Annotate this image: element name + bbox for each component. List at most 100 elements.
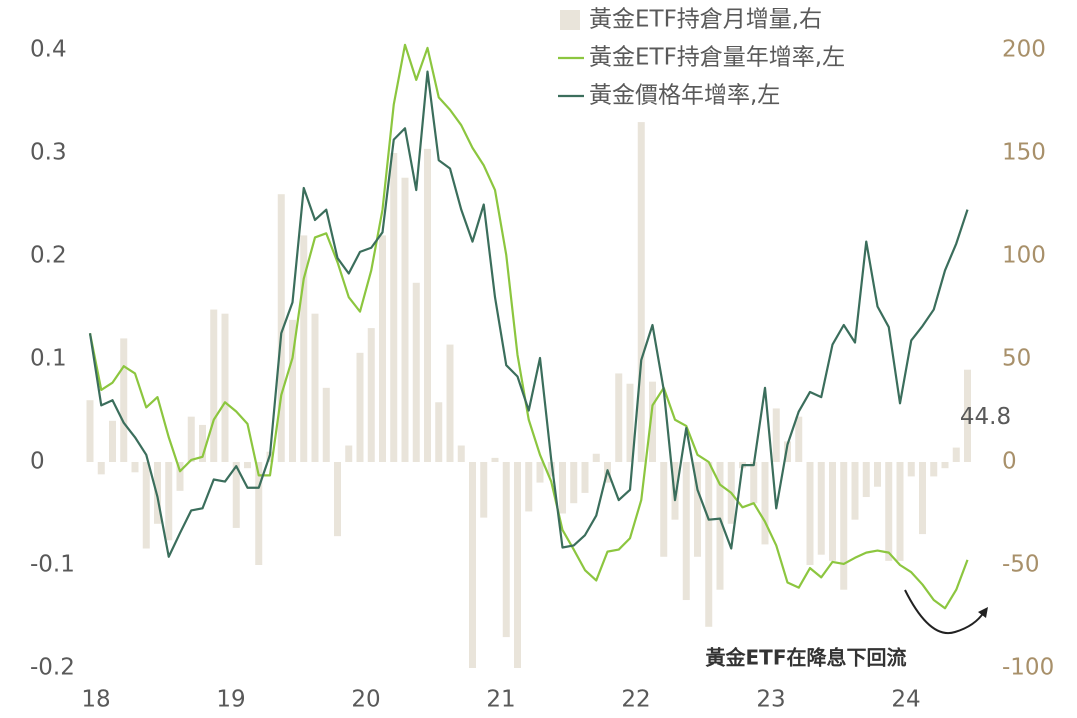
bar: [356, 352, 364, 462]
line: [88, 43, 969, 610]
bar: [952, 447, 960, 462]
bar: [502, 462, 510, 638]
bar: [401, 177, 409, 462]
bar: [795, 416, 803, 462]
bar: [660, 462, 668, 557]
bar: [761, 462, 769, 545]
bar: [536, 462, 544, 483]
bar: [165, 462, 173, 541]
bar: [322, 387, 330, 462]
bar: [424, 148, 431, 462]
bar: [570, 462, 578, 504]
x-tick-label: 21: [486, 687, 515, 713]
bar: [221, 313, 229, 462]
y-tick-label: 0.3: [30, 140, 67, 166]
bar: [109, 420, 116, 462]
y2-tick-label: 100: [1002, 243, 1046, 269]
x-tick-label: 18: [81, 687, 110, 713]
bar: [705, 462, 713, 627]
bar: [120, 338, 128, 462]
legend-swatch: [560, 10, 580, 30]
annotation-arrow: [904, 589, 985, 635]
bar: [682, 462, 690, 601]
bar: [514, 462, 521, 668]
bar: [210, 309, 218, 462]
bar: [694, 462, 701, 557]
bar: [941, 462, 949, 469]
bar: [97, 462, 105, 475]
bar: [480, 462, 488, 518]
bar: [919, 462, 926, 535]
bar: [142, 462, 150, 549]
y-tick-label: -0.2: [30, 655, 75, 681]
y2-tick-label: 200: [1002, 37, 1046, 63]
y-tick-label: -0.1: [30, 552, 75, 578]
y-tick-label: 0.1: [30, 346, 67, 372]
bar: [199, 424, 206, 462]
bar: [874, 462, 881, 487]
bar: [559, 462, 566, 514]
bar: [255, 462, 263, 565]
bar: [896, 462, 904, 561]
bar: [930, 462, 938, 477]
y2-tick-label: 50: [1002, 346, 1031, 372]
bar: [176, 462, 184, 491]
annotation: 黃金ETF在降息下回流: [706, 646, 907, 670]
bar: [547, 462, 555, 477]
line: [88, 70, 969, 558]
bar: [367, 328, 375, 462]
y-tick-label: 0: [30, 449, 45, 475]
x-tick-label: 22: [621, 687, 650, 713]
bar: [469, 462, 476, 668]
bar: [289, 319, 296, 462]
x-tick-label: 23: [756, 687, 785, 713]
bar: [862, 462, 870, 498]
bar: [840, 462, 848, 590]
bar: [334, 462, 341, 537]
bar: [626, 383, 634, 462]
bar: [446, 344, 454, 462]
y2-tick-label: 150: [1002, 140, 1046, 166]
legend-label: 黃金價格年增率,左: [589, 83, 780, 109]
bar: [525, 462, 533, 512]
arrow-head: [978, 607, 988, 618]
y-tick-label: 0.4: [30, 37, 67, 63]
bar: [615, 373, 623, 462]
bar: [379, 235, 386, 462]
bar: [637, 122, 645, 462]
bar: [885, 462, 893, 561]
bar: [412, 282, 420, 462]
bar: [750, 462, 758, 504]
bar: [244, 462, 251, 469]
x-tick-label: 20: [351, 687, 380, 713]
bar: [345, 445, 353, 462]
bar: [806, 462, 814, 565]
bar: [300, 235, 308, 462]
bar: [86, 400, 94, 462]
x-tick-label: 24: [891, 687, 920, 713]
bar: [232, 462, 240, 528]
labels: -0.2 -0.1 0 0.1 0.2 0.3 0.4 -100 -50 0 50 100 150 200…: [30, 7, 1054, 713]
x-tick-label: 19: [216, 687, 245, 713]
y-tick-label: 0.2: [30, 243, 67, 269]
bar: [187, 416, 195, 462]
bar: [851, 462, 859, 520]
plot: [86, 43, 971, 668]
bar: [311, 313, 319, 462]
y2-tick-label: 0: [1002, 449, 1017, 475]
bar: [817, 462, 825, 555]
bar: [592, 453, 600, 462]
bar: [131, 462, 139, 473]
bar: [435, 402, 443, 462]
bar: [772, 408, 780, 462]
bar: [649, 381, 656, 462]
data-label: 44.8: [960, 404, 1011, 430]
legend-label: 黃金ETF持倉量年增率,左: [589, 45, 845, 71]
legend-label: 黃金ETF持倉月增量,右: [589, 7, 822, 33]
bar: [784, 441, 791, 462]
bar: [829, 462, 836, 561]
y2-tick-label: -50: [1002, 552, 1040, 578]
bar: [907, 462, 915, 477]
bar: [457, 445, 465, 462]
